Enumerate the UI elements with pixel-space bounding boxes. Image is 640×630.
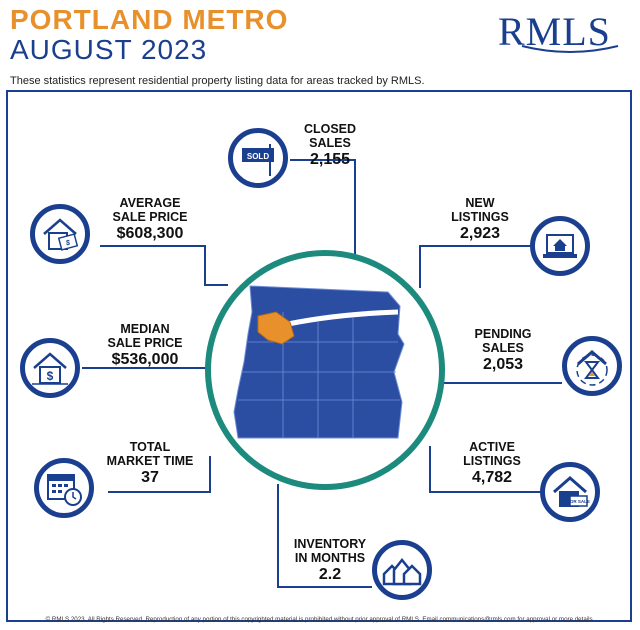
active-listings-icon-circle: FOR SALE [540, 462, 600, 522]
pending-sales-icon-circle [562, 336, 622, 396]
page-title: PORTLAND METRO [10, 4, 289, 35]
svg-text:$: $ [66, 240, 70, 247]
average-price-value: $608,300 [116, 225, 184, 242]
house-dollar-icon: $ [32, 352, 68, 385]
calendar-clock-icon [47, 474, 82, 506]
market-time-value: 37 [141, 469, 159, 486]
for-sale-house-icon: FOR SALE [553, 476, 590, 507]
for-sale-sign-text: FOR SALE [567, 499, 590, 504]
page-subtitle: These statistics represent residential p… [10, 75, 425, 87]
content-frame [6, 90, 632, 622]
active-listings-value: 4,782 [471, 469, 513, 486]
header-divider [6, 90, 632, 92]
inventory-label-2: IN MONTHS [294, 551, 366, 565]
active-listings-stat: ACTIVE LISTINGS 4,782 [452, 440, 532, 488]
oregon-map-icon [233, 285, 405, 439]
median-price-icon-circle: $ [20, 338, 80, 398]
inventory-label-1: INVENTORY [293, 537, 367, 551]
house-money-icon: $ [43, 218, 79, 251]
market-time-icon-circle [34, 458, 94, 518]
new-listings-label-1: NEW [465, 196, 495, 210]
closed-sales-stat: CLOSED SALES 2,155 [300, 122, 360, 170]
new-listings-value: 2,923 [459, 225, 501, 242]
logo-swoosh-icon [521, 45, 619, 53]
pending-sales-value: 2,053 [482, 356, 524, 373]
svg-text:$: $ [47, 369, 54, 383]
inventory-value: 2.2 [318, 566, 342, 583]
median-price-value: $536,000 [111, 351, 179, 368]
pending-sales-label-1: PENDING [474, 327, 532, 341]
page-date: AUGUST 2023 [10, 34, 208, 65]
rmls-logo: RMLS [498, 9, 611, 54]
median-price-stat: MEDIAN SALE PRICE $536,000 [95, 322, 195, 370]
median-price-label-2: SALE PRICE [107, 336, 183, 350]
portland-metro-highlight [257, 311, 295, 345]
sold-sign-text: SOLD [247, 152, 269, 161]
closed-sales-value: 2,155 [309, 151, 351, 168]
new-listings-stat: NEW LISTINGS 2,923 [440, 196, 520, 244]
average-price-icon-circle: $ [30, 204, 90, 264]
hourglass-house-icon [576, 350, 608, 386]
houses-icon [382, 557, 422, 586]
new-listings-icon-circle [530, 216, 590, 276]
market-time-stat: TOTAL MARKET TIME 37 [100, 440, 200, 488]
closed-sales-icon-circle: SOLD [228, 128, 288, 188]
inventory-stat: INVENTORY IN MONTHS 2.2 [290, 537, 370, 585]
sold-sign-icon: SOLD [242, 144, 274, 176]
new-listings-label-2: LISTINGS [451, 210, 509, 224]
market-time-label-1: TOTAL [129, 440, 171, 454]
median-price-label-1: MEDIAN [120, 322, 170, 336]
closed-sales-label-1: CLOSED [303, 122, 357, 136]
active-listings-label-1: ACTIVE [469, 440, 515, 454]
active-listings-label-2: LISTINGS [463, 454, 521, 468]
market-time-label-2: MARKET TIME [106, 454, 194, 468]
laptop-house-icon [543, 234, 577, 258]
average-price-stat: AVERAGE SALE PRICE $608,300 [100, 196, 200, 244]
average-price-label-1: AVERAGE [119, 196, 181, 210]
pending-sales-stat: PENDING SALES 2,053 [458, 327, 548, 375]
closed-sales-label-2: SALES [309, 136, 351, 150]
average-price-label-2: SALE PRICE [112, 210, 188, 224]
inventory-icon-circle [372, 540, 432, 600]
pending-sales-label-2: SALES [482, 341, 524, 355]
copyright-footer: © RMLS 2023. All Rights Reserved. Reprod… [45, 616, 595, 623]
